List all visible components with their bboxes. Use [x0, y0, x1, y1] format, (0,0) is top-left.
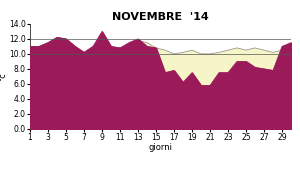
Y-axis label: °c: °c [0, 72, 8, 81]
X-axis label: giorni: giorni [148, 143, 172, 152]
Title: NOVEMBRE  '14: NOVEMBRE '14 [112, 12, 209, 22]
